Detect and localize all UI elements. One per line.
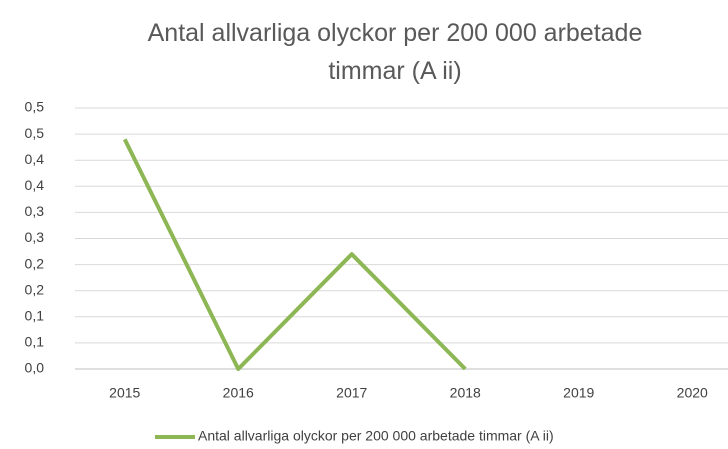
y-tick-label: 0,1: [25, 334, 45, 350]
x-tick-label: 2016: [223, 385, 254, 401]
y-tick-label: 0,4: [25, 151, 45, 167]
line-series: [122, 138, 467, 371]
y-tick-label: 0,1: [25, 308, 45, 324]
y-tick-label: 0,4: [25, 177, 45, 193]
y-tick-label: 0,0: [25, 360, 45, 376]
x-tick-label: 2020: [677, 385, 708, 401]
y-tick-label: 0,5: [25, 99, 45, 115]
legend-label: Antal allvarliga olyckor per 200 000 arb…: [198, 428, 554, 444]
y-tick-label: 0,3: [25, 229, 45, 245]
x-tick-label: 2019: [563, 385, 594, 401]
y-tick-label: 0,2: [25, 281, 45, 297]
y-tick-label: 0,5: [25, 125, 45, 141]
chart-title: Antal allvarliga olyckor per 200 000 arb…: [147, 19, 643, 85]
y-tick-label: 0,2: [25, 255, 45, 271]
x-tick-label: 2015: [109, 385, 140, 401]
y-tick-label: 0,3: [25, 203, 45, 219]
x-tick-label: 2018: [450, 385, 481, 401]
x-tick-label: 2017: [336, 385, 367, 401]
